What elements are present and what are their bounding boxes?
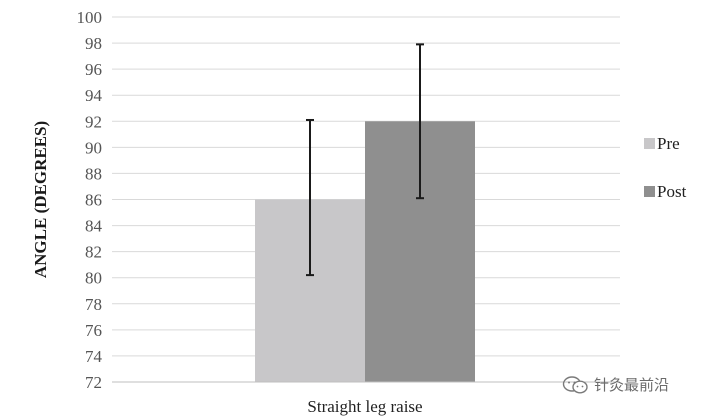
error-bar-pre [306,118,314,277]
watermark-text: 针灸最前沿 [594,376,670,394]
y-tick-label: 78 [85,295,102,314]
error-bar-post [416,43,424,200]
watermark: 针灸最前沿 [562,374,669,395]
y-tick-label: 76 [85,321,102,340]
category-label: Straight leg raise [307,397,422,416]
legend: Pre Post [644,134,687,201]
y-tick-label: 94 [85,86,103,105]
y-tick-label: 84 [85,217,103,236]
y-tick-label: 72 [85,373,102,392]
y-tick-label: 82 [85,243,102,262]
y-tick-label: 80 [85,269,102,288]
legend-label-pre: Pre [657,134,680,153]
wechat-icon [562,375,588,394]
y-tick-label: 90 [85,138,102,157]
legend-label-post: Post [657,182,687,201]
y-tick-label: 86 [85,191,102,210]
legend-swatch-pre [644,138,655,149]
y-tick-label: 100 [77,8,103,27]
y-tick-label: 88 [85,164,102,183]
y-tick-labels: 72 74 76 78 80 82 84 86 88 90 92 94 96 98 100 [77,8,103,392]
error-bars [306,43,424,277]
y-tick-label: 98 [85,34,102,53]
y-axis-title: ANGLE (DEGREES) [31,121,50,278]
y-tick-label: 74 [85,347,103,366]
legend-swatch-post [644,186,655,197]
bars [255,121,475,383]
y-tick-label: 92 [85,112,102,131]
y-tick-label: 96 [85,60,102,79]
